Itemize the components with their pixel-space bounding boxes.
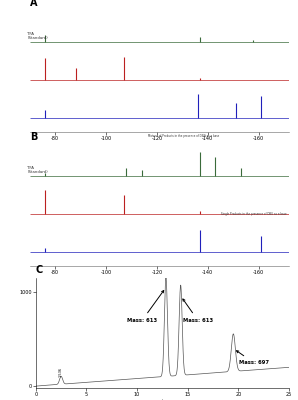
Text: Starting Material: Starting Material [257,144,286,148]
Text: Starting Material: Starting Material [257,278,286,282]
Text: Mass: 613: Mass: 613 [127,290,164,323]
Text: Mass: 613: Mass: 613 [183,299,213,323]
X-axis label: min: min [158,398,167,400]
Text: Mass: 697: Mass: 697 [237,351,268,365]
Text: 1.536: 1.536 [59,366,63,377]
Text: B: B [30,132,37,142]
Text: TFA
(Standard): TFA (Standard) [27,166,48,174]
Text: C: C [36,265,43,275]
Text: A: A [30,0,37,8]
Text: Mixture of Products in the presence of DIEA as a base: Mixture of Products in the presence of D… [148,134,219,138]
Text: TFA
(Standard): TFA (Standard) [27,32,48,40]
Text: Single Products in the presence of DBU as a base: Single Products in the presence of DBU a… [221,212,286,216]
